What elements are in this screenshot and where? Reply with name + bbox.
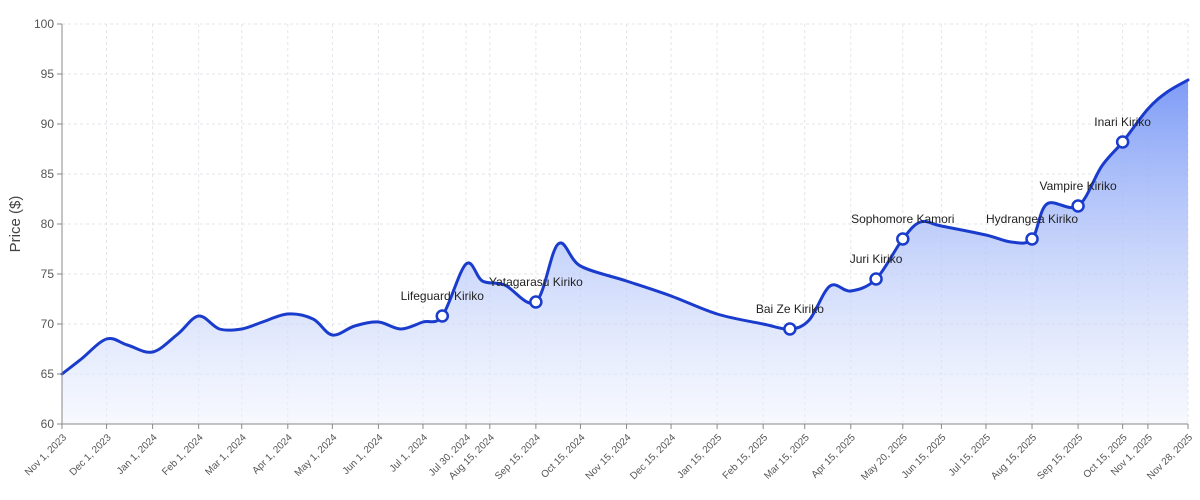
annotation-label: Sophomore Kamori [851,212,954,226]
x-tick-label: Feb 1, 2024 [160,432,206,478]
y-tick-label: 75 [41,267,55,281]
x-tick-label: Apr 15, 2025 [810,432,859,481]
y-tick-label: 85 [41,167,55,181]
x-tick-label: Jul 1, 2024 [388,432,431,475]
x-tick-label: Jul 15, 2025 [947,432,994,479]
annotation-label: Inari Kiriko [1094,115,1151,129]
annotation-label: Yatagarasu Kiriko [489,275,583,289]
y-tick-label: 70 [41,317,55,331]
annotation-label: Bai Ze Kiriko [756,302,824,316]
y-tick-label: 60 [41,417,55,431]
annotation-marker[interactable] [783,322,797,336]
annotation-marker[interactable] [1115,135,1130,149]
x-tick-label: Mar 15, 2025 [762,432,812,482]
annotation-marker[interactable] [435,309,450,323]
x-tick-label: Dec 15, 2024 [628,432,678,482]
y-axis-ticks: 60 65 70 75 80 85 90 95 100 [34,17,62,431]
price-area-fill [62,80,1188,424]
x-tick-label: Apr 1, 2024 [251,432,296,477]
x-tick-label: Sep 15, 2024 [493,432,543,482]
annotation-markers [435,135,1130,336]
x-tick-label: Jun 1, 2024 [341,432,386,477]
y-tick-label: 90 [41,117,55,131]
annotation-marker[interactable] [529,295,543,309]
x-tick-label: Dec 1, 2023 [68,432,114,478]
x-tick-label: Jan 15, 2025 [676,432,725,481]
x-tick-label: Jan 1, 2024 [115,432,160,477]
y-axis-label: Price ($) [7,196,24,253]
x-tick-label: Oct 15, 2024 [539,432,588,481]
annotation-marker[interactable] [1025,232,1039,246]
x-tick-label: Nov 1, 2023 [23,432,69,478]
annotation-marker[interactable] [896,232,910,246]
y-tick-label: 95 [41,67,55,81]
y-tick-label: 65 [41,367,55,381]
y-tick-label: 80 [41,217,55,231]
annotation-marker[interactable] [1071,199,1085,213]
annotation-marker[interactable] [869,272,883,286]
annotation-label: Lifeguard Kiriko [401,289,485,303]
x-tick-label: Sep 15, 2025 [1035,432,1085,482]
grid-lines [61,23,1189,425]
y-tick-label: 100 [34,17,54,31]
annotation-label: Juri Kiriko [850,252,903,266]
price-line [60,78,1190,376]
annotation-labels: Lifeguard Kiriko Yatagarasu Kiriko Bai Ze … [401,115,1152,316]
x-tick-label: Aug 15, 2025 [989,432,1039,482]
x-tick-label: Mar 1, 2024 [203,432,249,478]
x-tick-label: May 1, 2024 [293,432,340,479]
annotation-label: Vampire Kiriko [1040,179,1117,193]
annotation-label: Hydrangea Kiriko [986,212,1078,226]
x-tick-label: Nov 15, 2024 [584,432,634,482]
